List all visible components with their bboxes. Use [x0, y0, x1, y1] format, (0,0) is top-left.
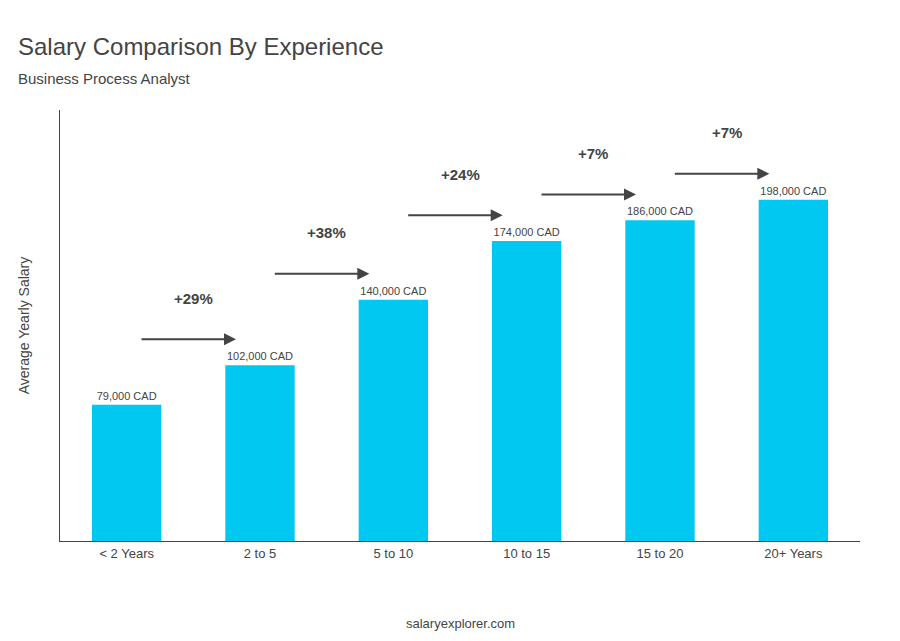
- svg-text:< 2 Years: < 2 Years: [99, 546, 154, 561]
- svg-text:20+ Years: 20+ Years: [764, 546, 823, 561]
- svg-text:Average Yearly Salary: Average Yearly Salary: [16, 257, 32, 395]
- svg-text:+7%: +7%: [712, 124, 742, 141]
- svg-text:Salary Comparison By Experienc: Salary Comparison By Experience: [18, 33, 384, 60]
- svg-text:2 to 5: 2 to 5: [244, 546, 277, 561]
- svg-text:salaryexplorer.com: salaryexplorer.com: [406, 616, 515, 631]
- svg-text:10 to 15: 10 to 15: [503, 546, 550, 561]
- svg-text:+38%: +38%: [307, 224, 346, 241]
- svg-text:140,000 CAD: 140,000 CAD: [360, 285, 426, 297]
- svg-text:79,000 CAD: 79,000 CAD: [97, 390, 157, 402]
- svg-text:198,000 CAD: 198,000 CAD: [760, 185, 826, 197]
- svg-text:5 to 10: 5 to 10: [373, 546, 413, 561]
- svg-text:102,000 CAD: 102,000 CAD: [227, 350, 293, 362]
- svg-text:+24%: +24%: [441, 166, 480, 183]
- svg-text:+29%: +29%: [174, 290, 213, 307]
- svg-text:174,000 CAD: 174,000 CAD: [494, 226, 560, 238]
- svg-text:15 to 20: 15 to 20: [637, 546, 684, 561]
- svg-text:186,000 CAD: 186,000 CAD: [627, 205, 693, 217]
- svg-text:+7%: +7%: [578, 145, 608, 162]
- svg-text:Business Process Analyst: Business Process Analyst: [18, 70, 191, 87]
